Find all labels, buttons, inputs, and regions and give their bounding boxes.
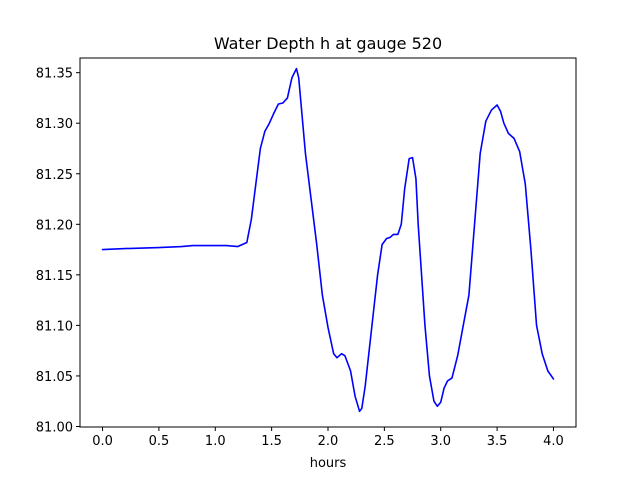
- y-tick-label: 81.15: [36, 269, 73, 284]
- x-tick-label: 0.0: [92, 434, 113, 449]
- x-axis-label: hours: [310, 456, 347, 471]
- y-tick-label: 81.00: [36, 420, 73, 435]
- y-tick-label: 81.30: [36, 117, 73, 132]
- y-tick-label: 81.35: [36, 67, 73, 82]
- x-axis: 0.0 0.5 1.0 1.5 2.0 2.5 3.0 3.5 4.0: [92, 427, 564, 449]
- x-tick-label: 2.5: [374, 434, 395, 449]
- x-tick-label: 4.0: [543, 434, 564, 449]
- x-tick-label: 1.0: [205, 434, 226, 449]
- chart-title: Water Depth h at gauge 520: [214, 34, 442, 53]
- x-tick-label: 3.0: [430, 434, 451, 449]
- y-tick-label: 81.20: [36, 218, 73, 233]
- y-axis: 81.00 81.05 81.10 81.15 81.20 81.25 81.30 81.35: [36, 67, 80, 435]
- y-tick-label: 81.05: [36, 370, 73, 385]
- y-tick-label: 81.25: [36, 168, 73, 183]
- x-tick-label: 2.0: [318, 434, 339, 449]
- x-tick-label: 1.5: [261, 434, 282, 449]
- series-line-0: [101, 67, 555, 413]
- y-tick-label: 81.10: [36, 319, 73, 334]
- x-tick-label: 0.5: [149, 434, 170, 449]
- x-tick-label: 3.5: [487, 434, 508, 449]
